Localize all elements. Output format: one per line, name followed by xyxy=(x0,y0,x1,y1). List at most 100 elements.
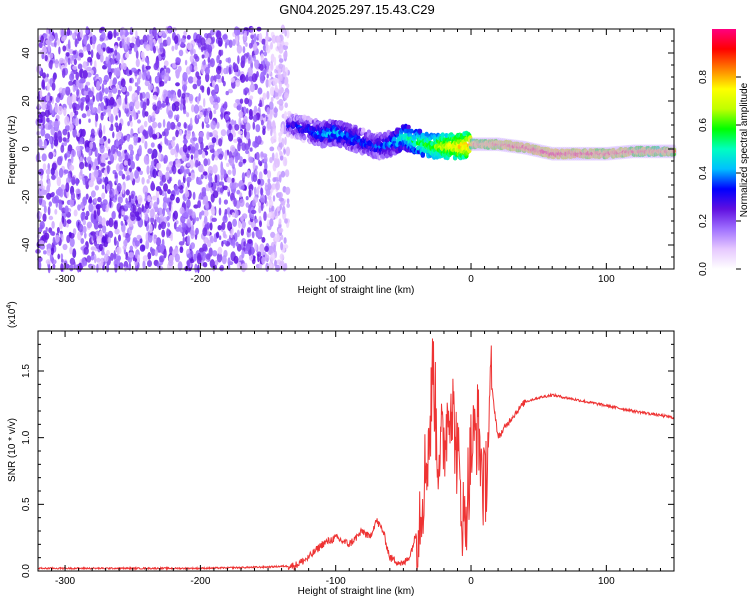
heatmap-cell xyxy=(84,85,89,92)
heatmap-cell xyxy=(70,192,76,201)
heatmap-cell xyxy=(215,156,218,161)
heatmap-cell xyxy=(257,253,260,263)
heatmap-cell xyxy=(43,140,47,149)
heatmap-cell xyxy=(254,242,258,251)
heatmap-cell xyxy=(61,29,64,38)
heatmap-cell xyxy=(118,109,121,118)
heatmap-cell xyxy=(237,138,243,144)
heatmap-cell xyxy=(201,54,205,59)
heatmap-cell xyxy=(247,239,253,244)
heatmap-cell xyxy=(202,171,208,176)
heatmap-cell xyxy=(283,237,287,244)
heatmap-cell xyxy=(135,251,138,259)
heatmap-cell xyxy=(101,83,105,92)
heatmap-cell xyxy=(281,200,286,207)
heatmap-cell xyxy=(217,225,222,231)
heatmap-cell xyxy=(85,26,89,34)
heatmap-cell xyxy=(284,77,288,85)
heatmap-cell xyxy=(238,161,243,168)
heatmap-cell xyxy=(193,104,199,114)
heatmap-cell xyxy=(90,254,95,261)
heatmap-cell xyxy=(68,232,72,237)
heatmap-cell xyxy=(159,255,165,263)
heatmap-cell xyxy=(118,156,123,163)
heatmap-cell xyxy=(274,233,280,243)
heatmap-cell xyxy=(81,257,86,268)
heatmap-cell xyxy=(115,138,119,147)
heatmap-cell xyxy=(147,233,153,243)
heatmap-cell xyxy=(255,151,260,161)
heatmap-cell xyxy=(286,83,290,89)
heatmap-cell xyxy=(186,176,192,183)
heatmap-cell xyxy=(219,266,224,271)
heatmap-cell xyxy=(88,203,94,213)
heatmap-cell xyxy=(165,197,172,202)
heatmap-cell xyxy=(182,139,189,144)
heatmap-cell xyxy=(38,260,42,271)
heatmap-cell xyxy=(89,196,92,204)
heatmap-cell xyxy=(243,115,248,124)
heatmap-cell xyxy=(284,41,289,46)
heatmap-cell xyxy=(41,153,47,162)
heatmap-cell xyxy=(280,127,284,135)
heatmap-cell xyxy=(214,174,218,184)
heatmap-cell xyxy=(269,101,274,110)
heatmap-cell xyxy=(137,85,141,92)
heatmap-cell xyxy=(72,65,78,71)
heatmap-cell xyxy=(96,207,101,216)
heatmap-cell xyxy=(151,180,155,190)
heatmap-cell xyxy=(149,29,152,34)
colorbar-label: Normalized spectral amplitude xyxy=(739,82,750,217)
heatmap-cell xyxy=(189,55,194,63)
heatmap-cell xyxy=(171,102,176,112)
heatmap-cell xyxy=(164,191,167,202)
heatmap-cell xyxy=(233,102,238,109)
heatmap-cell xyxy=(271,205,275,212)
heatmap-cell xyxy=(80,238,85,244)
heatmap-cell xyxy=(213,109,217,115)
heatmap-cell xyxy=(44,109,50,118)
heatmap-cell xyxy=(110,252,114,261)
heatmap-cell xyxy=(130,149,134,156)
heatmap-cell xyxy=(212,250,218,257)
heatmap-cell xyxy=(145,65,151,70)
heatmap-cell xyxy=(72,118,76,124)
heatmap-cell xyxy=(255,124,261,133)
heatmap-cell xyxy=(128,85,133,92)
heatmap-cell xyxy=(173,210,179,220)
heatmap-cell xyxy=(190,230,195,240)
heatmap-cell xyxy=(205,116,209,123)
heatmap-cell xyxy=(38,168,44,176)
heatmap-cell xyxy=(107,30,113,40)
heatmap-cell xyxy=(228,39,233,48)
heatmap-cell xyxy=(129,26,133,34)
heatmap-cell xyxy=(120,78,126,88)
heatmap-cell xyxy=(196,255,202,265)
heatmap-cell xyxy=(186,130,192,137)
heatmap-cell xyxy=(229,181,235,190)
heatmap-cell xyxy=(175,82,180,87)
heatmap-cell xyxy=(119,27,124,36)
heatmap-cell xyxy=(150,142,155,148)
heatmap-cell xyxy=(167,110,173,119)
heatmap-cell xyxy=(264,254,270,262)
heatmap-cell xyxy=(158,31,163,37)
heatmap-cell xyxy=(241,123,247,129)
heatmap-cell xyxy=(278,197,284,202)
heatmap-cell xyxy=(62,128,68,136)
heatmap-cell xyxy=(69,164,75,171)
heatmap-cell xyxy=(148,223,153,234)
heatmap-cell xyxy=(159,42,164,53)
heatmap-cell xyxy=(86,255,92,263)
heatmap-cell xyxy=(63,169,69,174)
heatmap-cell xyxy=(56,176,61,187)
heatmap-cell xyxy=(130,214,136,222)
heatmap-cell xyxy=(43,205,47,214)
heatmap-cell xyxy=(216,174,220,183)
heatmap-cell xyxy=(233,26,240,36)
heatmap-cell xyxy=(247,227,252,233)
heatmap-cell xyxy=(40,35,44,44)
heatmap-cell xyxy=(243,36,247,41)
snr-panel: -300 -200 -100 0 100 0.00.51.01.5 Height of … xyxy=(6,301,675,597)
heatmap-cell xyxy=(48,151,54,160)
